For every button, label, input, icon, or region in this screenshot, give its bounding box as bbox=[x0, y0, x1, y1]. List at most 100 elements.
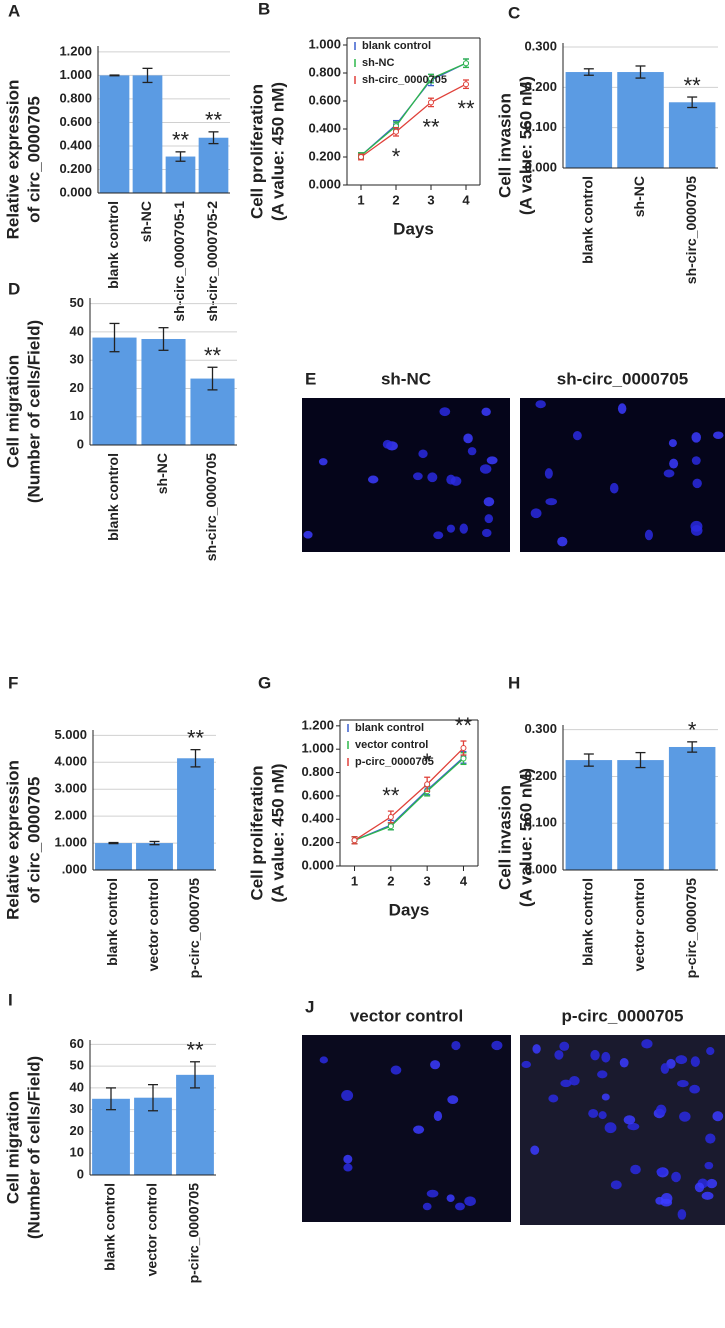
nucleus bbox=[663, 469, 675, 478]
significance: ** bbox=[172, 128, 190, 153]
x-tick-label: 2 bbox=[387, 873, 394, 888]
nucleus bbox=[559, 1041, 570, 1051]
x-tick-label: sh-circ_0000705-1 bbox=[171, 201, 187, 322]
point bbox=[424, 781, 431, 788]
y-tick-label: 0.800 bbox=[301, 764, 334, 779]
significance: ** bbox=[382, 783, 400, 808]
y-axis-label: of circ_0000705 bbox=[24, 777, 43, 904]
y-tick-label: 0.800 bbox=[59, 90, 92, 105]
panel-letter: F bbox=[8, 673, 18, 692]
nucleus bbox=[690, 520, 703, 532]
panel: F Relative expression of circ_0000705 .000 1… bbox=[3, 673, 216, 978]
nucleus bbox=[433, 1111, 443, 1122]
nucleus bbox=[545, 498, 558, 506]
error-bar bbox=[190, 749, 201, 768]
significance: ** bbox=[422, 114, 440, 139]
y-tick-label: 40 bbox=[70, 323, 84, 338]
nucleus bbox=[601, 1051, 611, 1063]
y-tick-label: 1.000 bbox=[301, 741, 334, 756]
nucleus bbox=[623, 1115, 636, 1125]
nucleus bbox=[544, 468, 553, 479]
point bbox=[463, 81, 469, 88]
bar bbox=[668, 102, 716, 168]
legend-label: sh-circ_0000705 bbox=[362, 74, 447, 86]
error-bar bbox=[158, 327, 169, 351]
y-axis-label: Cell invasion bbox=[495, 93, 514, 198]
bar bbox=[136, 843, 173, 870]
bar bbox=[95, 843, 132, 870]
y-tick-label: 50 bbox=[70, 295, 84, 310]
nucleus bbox=[677, 1209, 687, 1220]
y-tick-label: 1.000 bbox=[54, 835, 87, 850]
y-tick-label: 30 bbox=[70, 1101, 84, 1116]
y-tick-label: 20 bbox=[70, 1123, 84, 1138]
nucleus bbox=[609, 482, 619, 494]
nucleus bbox=[630, 1164, 641, 1175]
error-bar bbox=[175, 151, 186, 162]
nucleus bbox=[677, 1080, 689, 1088]
x-tick-label: p-circ_0000705 bbox=[683, 878, 699, 979]
panel-letter: C bbox=[508, 3, 520, 22]
point bbox=[460, 755, 467, 762]
significance: * bbox=[392, 144, 401, 169]
nucleus bbox=[486, 456, 498, 465]
x-tick-label: sh-circ_0000705 bbox=[203, 453, 219, 561]
bar bbox=[176, 1074, 214, 1175]
significance: ** bbox=[455, 713, 473, 738]
nucleus bbox=[484, 514, 494, 524]
nucleus bbox=[671, 1171, 681, 1183]
bar bbox=[141, 338, 186, 445]
x-tick-label: blank control bbox=[105, 201, 121, 289]
y-tick-label: 50 bbox=[70, 1058, 84, 1073]
y-tick-label: 3.000 bbox=[54, 781, 87, 796]
panel: B Cell proliferation (A value: 450 nM) 0.00… bbox=[247, 0, 481, 238]
nucleus bbox=[479, 464, 492, 474]
y-axis-label: (Number of cells/Field) bbox=[24, 320, 43, 503]
x-tick-label: blank control bbox=[580, 878, 596, 966]
x-tick-label: blank control bbox=[580, 176, 596, 264]
y-axis-label: Cell migration bbox=[3, 1091, 22, 1204]
error-bar bbox=[142, 67, 153, 84]
y-tick-label: 1.200 bbox=[59, 43, 92, 58]
y-tick-label: 1.200 bbox=[301, 717, 334, 732]
nucleus bbox=[713, 431, 724, 440]
point bbox=[428, 75, 434, 82]
nucleus bbox=[463, 433, 473, 444]
significance: ** bbox=[204, 343, 222, 368]
y-axis-label: Cell invasion bbox=[495, 785, 514, 890]
y-tick-label: 0.000 bbox=[308, 176, 341, 191]
panel: A Relative expression of circ_0000705 0.000… bbox=[3, 1, 230, 322]
point bbox=[428, 99, 434, 106]
y-tick-label: 0.400 bbox=[308, 120, 341, 135]
panel: C Cell invasion (A value: 560 nM)0.000 0.10… bbox=[495, 3, 718, 284]
y-axis-label: Relative expression bbox=[3, 80, 22, 240]
nucleus bbox=[481, 407, 491, 416]
panel-letter: G bbox=[258, 673, 271, 692]
y-axis-label: (A value: 450 nM) bbox=[268, 763, 287, 902]
nucleus bbox=[521, 1060, 532, 1069]
error-bar bbox=[207, 366, 218, 391]
y-tick-label: 0.200 bbox=[524, 79, 557, 94]
bar bbox=[617, 760, 664, 870]
y-tick-label: 0.800 bbox=[308, 64, 341, 79]
x-tick-label: p-circ_0000705 bbox=[186, 1183, 202, 1284]
legend-label: sh-NC bbox=[362, 57, 394, 69]
nucleus bbox=[588, 1108, 599, 1118]
nucleus bbox=[668, 439, 677, 448]
nucleus bbox=[704, 1161, 714, 1170]
error-bar bbox=[208, 131, 219, 145]
y-axis-label: Cell migration bbox=[3, 355, 22, 468]
error-bar bbox=[687, 96, 698, 109]
series-line bbox=[360, 62, 467, 157]
y-axis-label: (A value: 560 nM) bbox=[516, 768, 535, 907]
significance: ** bbox=[186, 1038, 204, 1063]
nucleus bbox=[604, 1122, 617, 1134]
nucleus bbox=[554, 1050, 564, 1060]
nucleus bbox=[597, 1070, 608, 1079]
nucleus bbox=[446, 1194, 455, 1202]
y-axis-label: (Number of cells/Field) bbox=[24, 1056, 43, 1239]
nucleus bbox=[341, 1090, 354, 1102]
error-bar bbox=[148, 1083, 158, 1112]
panel: I Cell migration (Number of cells/Field) 0 1… bbox=[3, 990, 216, 1283]
series-line bbox=[354, 747, 464, 841]
